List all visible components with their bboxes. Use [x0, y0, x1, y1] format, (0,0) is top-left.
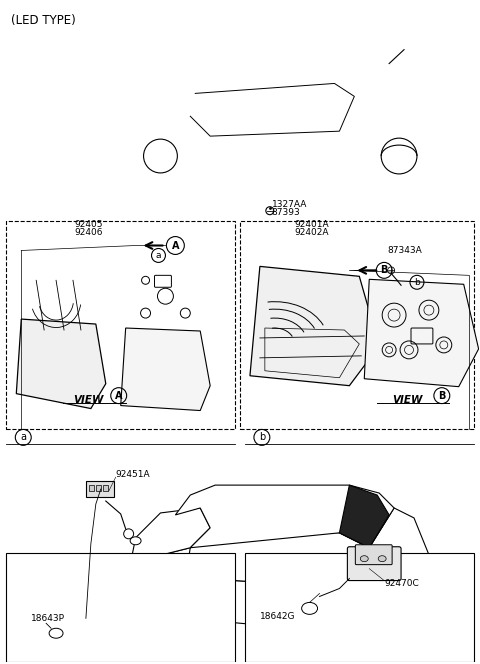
Polygon shape	[131, 508, 210, 580]
Text: 92451A: 92451A	[116, 469, 150, 479]
Text: a: a	[156, 251, 161, 260]
Text: A: A	[172, 240, 179, 250]
Text: a: a	[20, 432, 26, 442]
Polygon shape	[120, 328, 210, 410]
FancyBboxPatch shape	[86, 481, 114, 497]
Polygon shape	[250, 266, 379, 386]
Text: (LED TYPE): (LED TYPE)	[12, 14, 76, 27]
Text: B: B	[381, 266, 388, 276]
Polygon shape	[145, 548, 220, 594]
Text: 87343A: 87343A	[387, 246, 422, 256]
FancyBboxPatch shape	[103, 485, 108, 491]
FancyBboxPatch shape	[96, 485, 101, 491]
Text: 92401A: 92401A	[295, 220, 329, 228]
Ellipse shape	[378, 556, 386, 562]
FancyBboxPatch shape	[245, 552, 474, 662]
FancyBboxPatch shape	[89, 485, 94, 491]
Ellipse shape	[301, 602, 318, 614]
Text: 1327AA: 1327AA	[272, 200, 307, 208]
Ellipse shape	[360, 556, 368, 562]
Text: 18642G: 18642G	[260, 612, 295, 621]
FancyBboxPatch shape	[348, 546, 401, 580]
Text: VIEW: VIEW	[73, 394, 104, 404]
Polygon shape	[175, 485, 394, 548]
Text: b: b	[259, 432, 265, 442]
Ellipse shape	[130, 537, 141, 544]
Text: b: b	[414, 278, 420, 287]
Polygon shape	[349, 508, 429, 588]
Text: 92405: 92405	[74, 220, 102, 228]
Polygon shape	[364, 280, 479, 386]
Polygon shape	[16, 319, 106, 408]
FancyBboxPatch shape	[355, 544, 392, 564]
Ellipse shape	[49, 628, 63, 638]
Polygon shape	[185, 528, 374, 588]
Polygon shape	[339, 485, 389, 548]
Text: VIEW: VIEW	[392, 394, 422, 404]
Text: 87393: 87393	[272, 208, 300, 216]
Text: 92402A: 92402A	[295, 228, 329, 236]
Text: B: B	[438, 390, 445, 400]
FancyBboxPatch shape	[6, 552, 235, 662]
Text: 92470C: 92470C	[384, 579, 419, 588]
Text: A: A	[115, 390, 122, 400]
Text: 92406: 92406	[74, 228, 102, 236]
Polygon shape	[166, 578, 419, 632]
Text: 18643P: 18643P	[31, 614, 65, 623]
